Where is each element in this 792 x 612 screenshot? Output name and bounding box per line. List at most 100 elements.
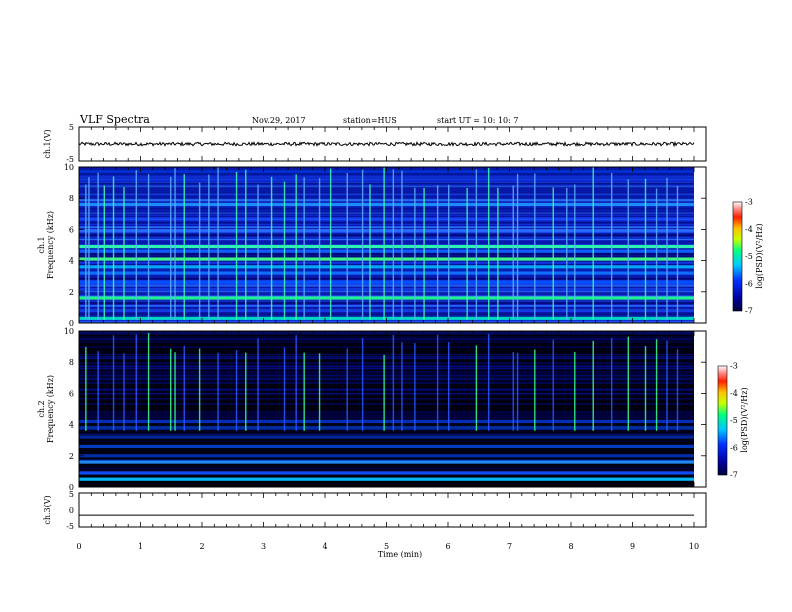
spectrogram-impulse [318,353,321,431]
spectrogram-texture-line [79,301,694,304]
spectrogram-impulse [147,174,150,320]
spectrogram-impulse [627,336,629,431]
y-tick-label: 8 [69,194,74,203]
spectrogram-texture-line [79,341,694,343]
spectrogram-texture-line [79,177,694,179]
spectrogram-impulse [574,351,576,431]
spectrogram-texture-line [79,358,694,360]
spectrogram-impulse [183,174,185,320]
spectrogram-impulse [610,173,613,320]
ch2-spec-ylabel-ch: ch.2 [37,400,46,417]
spectrogram-impulse [448,184,450,320]
spectrogram-texture-line [79,379,694,381]
x-axis-tick-labels: 0 1 2 3 4 5 6 7 8 9 10 [76,542,699,551]
spectrogram-impulse [183,345,185,431]
spectrogram-impulse [235,171,238,320]
ch1-waveform-line [78,140,695,148]
colorbar-tick-label: -5 [745,252,753,261]
spectrogram-texture-line [79,371,694,373]
spectrogram-texture-line [79,238,694,240]
spectrogram-impulse [610,338,613,431]
y-tick-label: 4 [69,257,74,266]
spectrogram-impulse [644,346,647,431]
y-tick-label: 10 [64,327,74,336]
ch1-waveform-ylabel: ch.1(V) [43,129,52,158]
ch3-waveform-ticks [78,493,695,527]
spectrogram-texture-line [79,223,694,226]
spectrogram-impulse [475,169,478,320]
spectrogram-impulse [401,170,403,320]
spectrogram-impulse [592,340,594,431]
spectrogram-impulse [295,174,297,320]
ch1-colorbar-tick-labels: -3 -4 -5 -6 -7 [745,198,753,316]
spectrogram-texture-line [79,459,694,461]
spectrogram-texture-line [79,365,694,368]
spectrogram-band [79,202,694,207]
spectrogram-texture-line [79,346,694,349]
y-tick-label: 6 [69,389,74,398]
spectrogram-texture-line [79,219,694,222]
spectrogram-impulse [392,335,395,431]
spectrogram-impulse [245,352,247,431]
spectrogram-band [79,454,694,458]
spectrogram-texture-line [79,290,694,292]
spectrogram-texture-line [79,403,694,405]
spectrogram-impulse [534,349,536,431]
spectrogram-texture-line [79,243,694,246]
spectrogram-texture-line [79,252,694,254]
spectrogram-impulse [135,170,137,320]
spectrogram-texture-line [79,288,694,290]
spectrogram-impulse [346,173,348,320]
y-tick-label: 6 [69,225,74,234]
spectrogram-texture-line [79,309,694,311]
spectrogram-texture-line [79,182,694,183]
spectrogram-texture-line [79,315,694,317]
ch1-colorbar-label: log(PSD)(V²/Hz) [755,223,764,288]
spectrogram-texture-line [79,207,694,209]
spectrogram-band [79,271,694,275]
spectrogram-band [79,296,694,300]
spectrogram-texture-line [79,313,694,315]
spectrogram-impulse [423,187,425,320]
spectrogram-impulse [552,187,554,320]
spectrogram-texture-line [79,353,694,356]
spectrogram-band [79,444,694,449]
spectrogram-impulse [448,342,450,431]
spectrogram-impulse [655,339,658,431]
spectrogram-texture-line [79,284,694,287]
spectrogram-impulse [170,348,172,431]
spectrogram-texture-line [79,364,694,367]
spectrogram-texture-line [79,176,694,178]
spectrogram-texture-line [79,374,694,377]
spectrogram-impulse [283,181,286,320]
ch1-spectrogram-ticks [78,166,706,324]
spectrogram-band [79,419,694,424]
spectrogram-impulse [257,184,259,320]
spectrogram-impulse [436,185,439,320]
spectrogram-impulse [497,187,499,320]
spectrogram-impulse [574,184,576,320]
spectrogram-impulse [85,184,87,320]
spectrogram-impulse [123,187,125,320]
spectrogram-impulse [414,343,416,431]
spectrogram-texture-line [79,206,694,209]
spectrogram-texture-line [79,367,694,370]
spectrogram-impulse [369,184,371,320]
x-tick-label: 8 [568,542,573,551]
ch1-spectrogram-image [79,167,694,323]
spectrogram-impulse [112,335,115,431]
colorbar-tick-label: -6 [730,443,738,452]
spectrogram-texture-line [79,469,694,472]
ch2-colorbar [717,365,728,476]
spectrogram-texture-line [79,185,694,188]
spectrogram-texture-line [79,388,694,391]
spectrogram-band [79,249,694,253]
spectrogram-impulse [392,169,395,320]
spectrogram-texture-line [79,179,694,182]
spectrogram-impulse [245,169,247,320]
spectrogram-impulse [88,177,90,320]
spectrogram-texture-line [79,293,694,295]
ch2-spec-ylabel-freq: Frequency (kHz) [46,375,55,443]
spectrogram-texture-line [79,339,694,341]
